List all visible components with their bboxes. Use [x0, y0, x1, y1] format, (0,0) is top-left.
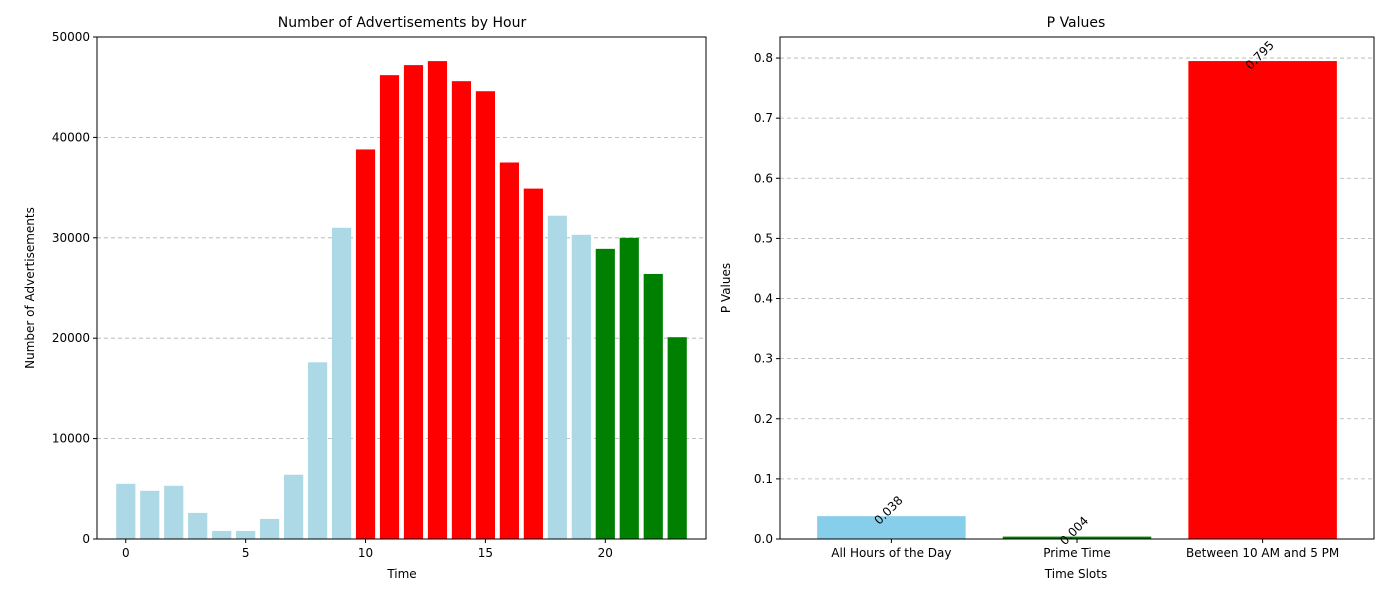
chart1-bar — [427, 61, 448, 539]
chart1-bar — [667, 337, 687, 539]
chart1-ytick-label: 20000 — [52, 331, 90, 345]
chart2-ytick-label: 0.1 — [754, 472, 773, 486]
chart1-bar — [331, 227, 352, 539]
chart1-bar — [523, 188, 543, 539]
chart2-data-label: 0.004 — [1057, 514, 1091, 548]
chart1-xtick-label: 5 — [242, 546, 250, 560]
chart1-bar — [547, 215, 567, 539]
chart2-ytick-label: 0.4 — [754, 292, 773, 306]
chart2-bar — [817, 516, 966, 539]
chart1-ytick-label: 30000 — [52, 231, 90, 245]
chart2-bar — [1002, 536, 1152, 539]
chart2-bar — [1188, 61, 1337, 539]
chart1-frame — [96, 36, 707, 540]
chart1-xtick-label: 0 — [122, 546, 130, 560]
chart1-ytick-label: 0 — [82, 532, 90, 546]
chart2-ytick-label: 0.3 — [754, 352, 773, 366]
chart1-bar — [164, 485, 184, 539]
chart1-title: Number of Advertisements by Hour — [278, 15, 527, 31]
chart1-bar — [307, 362, 328, 539]
chart1-bar — [116, 483, 136, 539]
chart2-ytick-label: 0.0 — [754, 532, 773, 546]
chart1-bar — [236, 530, 256, 539]
chart2-xtick-label: Between 10 AM and 5 PM — [1186, 546, 1339, 560]
chart2-ytick-label: 0.2 — [754, 412, 773, 426]
chart1-xlabel: Time — [386, 567, 416, 581]
chart1-bar — [499, 162, 519, 539]
chart1-bar — [403, 65, 424, 539]
chart2-ylabel: P Values — [719, 263, 733, 313]
chart1-bar — [188, 512, 208, 539]
chart2-xtick-label: Prime Time — [1043, 546, 1111, 560]
chart1-ylabel: Number of Advertisements — [23, 207, 37, 369]
chart1-bar — [260, 518, 280, 539]
chart1-xtick-label: 10 — [358, 546, 373, 560]
ads-by-hour-chart: Number of Advertisements by Hour 0 5 10 15 2… — [23, 15, 707, 581]
chart1-bar — [571, 234, 591, 539]
chart1-xtick-label: 15 — [478, 546, 493, 560]
chart2-xtick-label: All Hours of the Day — [831, 546, 951, 560]
chart2-ytick-label: 0.7 — [754, 111, 773, 125]
chart1-bar — [619, 237, 639, 540]
chart1-ytick-label: 10000 — [52, 432, 90, 446]
chart2-xlabel: Time Slots — [1044, 567, 1107, 581]
chart1-bar — [140, 490, 160, 539]
chart1-bar — [643, 273, 663, 539]
chart1-bar — [451, 81, 472, 540]
chart1-bar — [379, 75, 400, 539]
chart1-xtick-label: 20 — [598, 546, 613, 560]
chart1-bar — [212, 530, 232, 539]
chart2-ytick-label: 0.6 — [754, 171, 773, 185]
chart1-ytick-label: 50000 — [52, 30, 90, 44]
chart2-title: P Values — [1047, 15, 1106, 31]
chart1-bar — [284, 474, 304, 539]
chart1-bar — [595, 248, 615, 539]
chart1-bar — [355, 149, 376, 539]
chart1-ytick-label: 40000 — [52, 130, 90, 144]
chart1-bar — [475, 91, 496, 539]
chart2-ytick-label: 0.5 — [754, 231, 773, 245]
chart2-ytick-label: 0.8 — [754, 51, 773, 65]
